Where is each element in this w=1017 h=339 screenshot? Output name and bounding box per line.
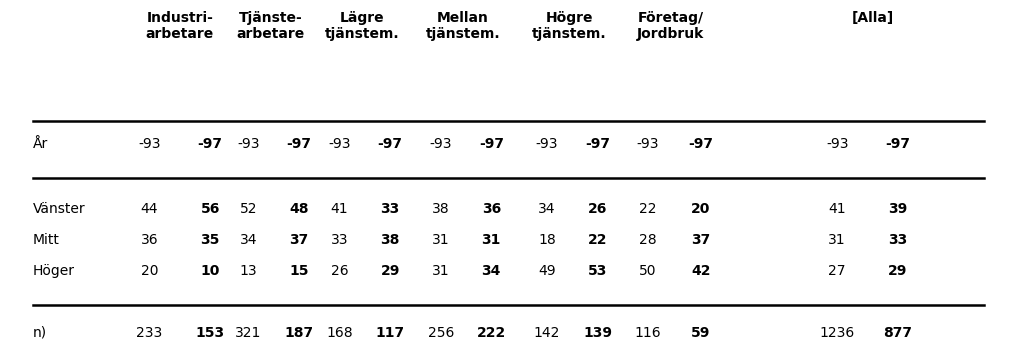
Text: -93: -93	[637, 137, 659, 151]
Text: 222: 222	[477, 326, 505, 339]
Text: 153: 153	[195, 326, 225, 339]
Text: -93: -93	[237, 137, 259, 151]
Text: År: År	[34, 137, 49, 151]
Text: 39: 39	[888, 202, 907, 216]
Text: 168: 168	[326, 326, 353, 339]
Text: -97: -97	[689, 137, 713, 151]
Text: 22: 22	[588, 233, 607, 247]
Text: 42: 42	[691, 264, 711, 278]
Text: -97: -97	[197, 137, 223, 151]
Text: 877: 877	[884, 326, 912, 339]
Text: -97: -97	[377, 137, 403, 151]
Text: 34: 34	[240, 233, 257, 247]
Text: 117: 117	[375, 326, 405, 339]
Text: Högre
tjänstem.: Högre tjänstem.	[532, 11, 606, 41]
Text: 59: 59	[691, 326, 710, 339]
Text: 33: 33	[888, 233, 907, 247]
Text: 53: 53	[588, 264, 607, 278]
Text: 139: 139	[583, 326, 612, 339]
Text: 35: 35	[200, 233, 220, 247]
Text: 31: 31	[432, 264, 450, 278]
Text: 50: 50	[640, 264, 657, 278]
Text: 31: 31	[829, 233, 846, 247]
Text: 15: 15	[290, 264, 309, 278]
Text: 33: 33	[331, 233, 349, 247]
Text: Vänster: Vänster	[34, 202, 85, 216]
Text: 256: 256	[427, 326, 454, 339]
Text: -93: -93	[328, 137, 351, 151]
Text: -97: -97	[886, 137, 910, 151]
Text: Mellan
tjänstem.: Mellan tjänstem.	[426, 11, 500, 41]
Text: Höger: Höger	[34, 264, 75, 278]
Text: 38: 38	[380, 233, 400, 247]
Text: 37: 37	[290, 233, 309, 247]
Text: 27: 27	[829, 264, 846, 278]
Text: n): n)	[34, 326, 47, 339]
Text: Mitt: Mitt	[34, 233, 60, 247]
Text: 13: 13	[240, 264, 257, 278]
Text: 41: 41	[331, 202, 349, 216]
Text: 31: 31	[432, 233, 450, 247]
Text: 28: 28	[640, 233, 657, 247]
Text: 44: 44	[140, 202, 159, 216]
Text: 20: 20	[691, 202, 710, 216]
Text: 187: 187	[285, 326, 313, 339]
Text: 36: 36	[482, 202, 501, 216]
Text: 37: 37	[691, 233, 710, 247]
Text: 38: 38	[432, 202, 450, 216]
Text: 49: 49	[538, 264, 555, 278]
Text: -93: -93	[826, 137, 848, 151]
Text: 22: 22	[640, 202, 657, 216]
Text: Tjänste-
arbetare: Tjänste- arbetare	[237, 11, 305, 41]
Text: 34: 34	[538, 202, 555, 216]
Text: 41: 41	[829, 202, 846, 216]
Text: 18: 18	[538, 233, 556, 247]
Text: 20: 20	[140, 264, 159, 278]
Text: 10: 10	[200, 264, 220, 278]
Text: 29: 29	[888, 264, 907, 278]
Text: Lägre
tjänstem.: Lägre tjänstem.	[324, 11, 399, 41]
Text: 34: 34	[482, 264, 501, 278]
Text: Företag/
Jordbruk: Företag/ Jordbruk	[637, 11, 704, 41]
Text: 116: 116	[635, 326, 661, 339]
Text: -93: -93	[138, 137, 161, 151]
Text: 26: 26	[331, 264, 349, 278]
Text: 48: 48	[290, 202, 309, 216]
Text: -97: -97	[479, 137, 503, 151]
Text: -97: -97	[585, 137, 610, 151]
Text: -93: -93	[536, 137, 558, 151]
Text: 321: 321	[235, 326, 261, 339]
Text: 33: 33	[380, 202, 400, 216]
Text: -97: -97	[287, 137, 311, 151]
Text: 31: 31	[482, 233, 501, 247]
Text: 56: 56	[200, 202, 220, 216]
Text: 233: 233	[136, 326, 163, 339]
Text: 26: 26	[588, 202, 607, 216]
Text: 142: 142	[534, 326, 560, 339]
Text: 52: 52	[240, 202, 257, 216]
Text: 1236: 1236	[820, 326, 855, 339]
Text: 29: 29	[380, 264, 400, 278]
Text: -93: -93	[429, 137, 452, 151]
Text: 36: 36	[140, 233, 159, 247]
Text: [Alla]: [Alla]	[851, 11, 894, 25]
Text: Industri-
arbetare: Industri- arbetare	[145, 11, 214, 41]
